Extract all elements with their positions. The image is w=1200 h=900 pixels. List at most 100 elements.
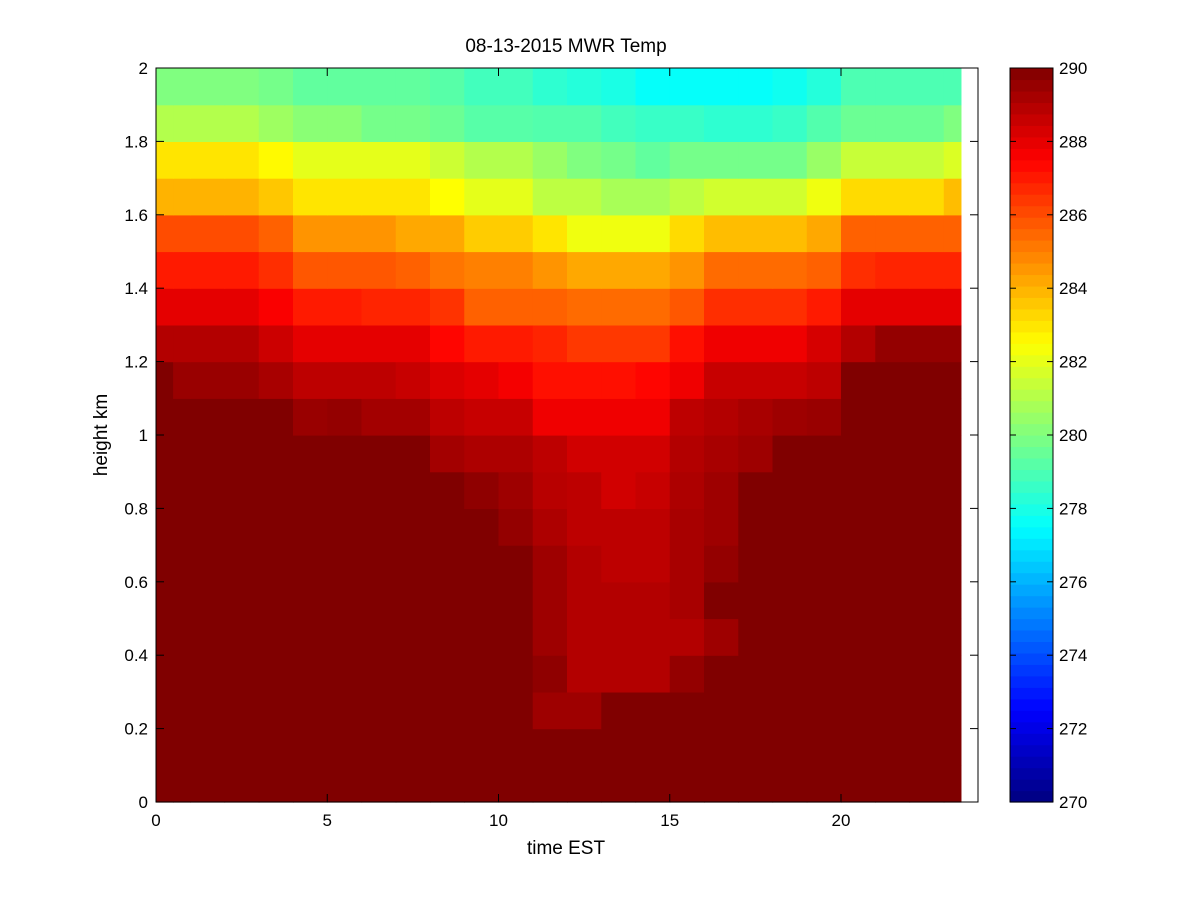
heatmap-cell — [875, 618, 911, 656]
heatmap-cell — [875, 691, 911, 730]
heatmap-cell — [498, 251, 534, 289]
heatmap-cell — [532, 545, 568, 583]
heatmap-cell — [190, 655, 226, 693]
heatmap-cell — [704, 251, 739, 289]
colorbar-segment — [1010, 503, 1053, 516]
heatmap-cell — [909, 471, 945, 509]
heatmap-cell — [430, 288, 465, 326]
heatmap-cell — [704, 214, 739, 253]
heatmap-cell — [738, 288, 774, 326]
heatmap-cell — [395, 68, 431, 106]
heatmap-cell — [841, 104, 876, 142]
heatmap-cell — [806, 251, 842, 289]
heatmap-cell — [772, 508, 808, 546]
colorbar-segment — [1010, 251, 1053, 264]
heatmap-cell — [361, 765, 397, 803]
heatmap-cell — [532, 765, 568, 803]
heatmap-cell — [156, 655, 174, 693]
heatmap-cell — [258, 104, 294, 142]
colorbar-segment — [1010, 446, 1053, 459]
heatmap-cell — [258, 361, 294, 399]
heatmap-cell — [704, 398, 739, 436]
heatmap-cell — [395, 398, 431, 436]
heatmap-cell — [430, 68, 465, 106]
heatmap-cell — [841, 508, 876, 546]
heatmap-cell — [601, 728, 637, 766]
heatmap-cell — [173, 214, 191, 253]
colorbar-segment — [1010, 148, 1053, 161]
heatmap-cell — [361, 68, 397, 106]
heatmap-cell — [772, 398, 808, 436]
heatmap-cell — [498, 508, 534, 546]
colorbar-segment — [1010, 366, 1053, 379]
heatmap-cell — [173, 104, 191, 142]
heatmap-cell — [875, 435, 911, 473]
heatmap-cell — [258, 508, 294, 546]
heatmap-cell — [258, 324, 294, 363]
heatmap-cell — [327, 545, 363, 583]
heatmap-cell — [224, 581, 260, 620]
heatmap-cell — [258, 728, 294, 766]
heatmap-cell — [532, 398, 568, 436]
heatmap-cell — [258, 765, 294, 803]
colorbar-segment — [1010, 205, 1053, 218]
heatmap-cell — [395, 691, 431, 730]
colorbar-segment — [1010, 68, 1053, 81]
heatmap-cell — [601, 214, 637, 253]
heatmap-cell — [567, 324, 602, 363]
heatmap-cell — [943, 471, 962, 509]
heatmap-cell — [498, 545, 534, 583]
heatmap-cell — [293, 508, 328, 546]
heatmap-cell — [635, 618, 671, 656]
heatmap-cell — [327, 178, 363, 216]
heatmap-cell — [601, 288, 637, 326]
heatmap-cell — [738, 545, 774, 583]
heatmap-cell — [943, 765, 962, 803]
heatmap-cell — [224, 691, 260, 730]
heatmap-cell — [738, 214, 774, 253]
y-tick-label: 0 — [139, 793, 148, 812]
heatmap-cell — [669, 581, 705, 620]
heatmap-cell — [567, 251, 602, 289]
heatmap-cell — [190, 141, 226, 179]
heatmap-cell — [156, 288, 174, 326]
heatmap-cell — [173, 765, 191, 803]
heatmap-cell — [806, 214, 842, 253]
heatmap-cell — [738, 581, 774, 620]
colorbar-segment — [1010, 549, 1053, 562]
heatmap-cell — [635, 178, 671, 216]
heatmap-cell — [875, 251, 911, 289]
colorbar-segment — [1010, 320, 1053, 333]
colorbar-segment — [1010, 744, 1053, 757]
heatmap-cell — [190, 324, 226, 363]
heatmap-cell — [156, 581, 174, 620]
heatmap-cell — [532, 618, 568, 656]
heatmap-cell — [224, 178, 260, 216]
heatmap-cell — [293, 728, 328, 766]
heatmap-cell — [875, 728, 911, 766]
heatmap-cell — [567, 435, 602, 473]
colorbar-segment — [1010, 400, 1053, 413]
heatmap-cell — [943, 324, 962, 363]
heatmap-cell — [498, 104, 534, 142]
heatmap-cell — [430, 655, 465, 693]
heatmap-cell — [669, 104, 705, 142]
heatmap-cell — [738, 361, 774, 399]
heatmap-cell — [498, 214, 534, 253]
heatmap-cell — [635, 508, 671, 546]
heatmap-cell — [601, 68, 637, 106]
heatmap-cell — [327, 288, 363, 326]
heatmap-cell — [173, 141, 191, 179]
heatmap-cell — [464, 178, 500, 216]
heatmap-cell — [361, 324, 397, 363]
heatmap-cell — [395, 288, 431, 326]
heatmap-cell — [156, 214, 174, 253]
heatmap-cell — [875, 765, 911, 803]
heatmap-cell — [704, 765, 739, 803]
heatmap-cell — [464, 214, 500, 253]
heatmap-cell — [601, 545, 637, 583]
heatmap-cell — [704, 508, 739, 546]
heatmap-cell — [567, 471, 602, 509]
heatmap-cell — [327, 361, 363, 399]
heatmap-cell — [498, 178, 534, 216]
